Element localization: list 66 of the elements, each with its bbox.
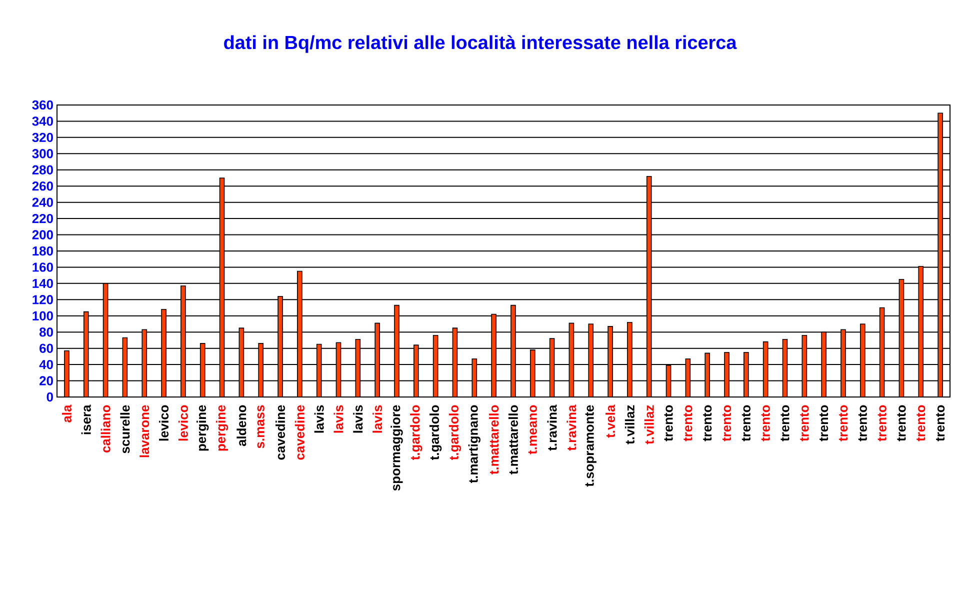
x-tick-label: trento xyxy=(897,405,906,442)
y-tick-label: 320 xyxy=(32,132,53,142)
x-tick-label: t.mattarello xyxy=(508,405,518,474)
x-tick-label: lavis xyxy=(372,405,382,433)
x-tick-label: t.sopramonte xyxy=(585,405,596,487)
y-tick-label: 200 xyxy=(32,230,53,240)
y-tick-label: 40 xyxy=(39,360,53,370)
x-tick-label: levico xyxy=(159,405,169,441)
x-tick-label: spormaggiore xyxy=(390,405,403,491)
x-tick-label: trento xyxy=(936,405,945,442)
x-tick-label: cavedine xyxy=(275,405,286,460)
y-tick-label: 80 xyxy=(39,328,53,337)
y-tick-label: 280 xyxy=(32,165,53,174)
x-tick-label: trento xyxy=(800,405,809,442)
x-tick-label: t.ravina xyxy=(566,404,576,451)
y-tick-label: 300 xyxy=(32,149,53,158)
x-tick-label: t.gardolo xyxy=(410,405,422,460)
y-tick-label: 180 xyxy=(32,246,53,256)
x-tick-label: aldeno xyxy=(236,405,246,446)
x-tick-label: trento xyxy=(878,405,886,442)
x-tick-label: cavedine xyxy=(294,405,304,460)
x-tick-label: trento xyxy=(761,405,770,442)
x-tick-label: scurelle xyxy=(120,405,130,454)
x-tick-label: trento xyxy=(742,405,750,442)
x-tick-label: trento xyxy=(722,405,732,442)
x-tick-label: t.villaz xyxy=(644,405,654,444)
x-tick-label: trento xyxy=(664,405,673,442)
x-tick-label: trento xyxy=(703,405,712,442)
x-tick-label: trento xyxy=(858,405,867,442)
y-tick-label: 340 xyxy=(32,116,53,126)
x-tick-label: trento xyxy=(780,405,790,442)
x-tick-label: t.meano xyxy=(528,405,537,454)
x-tick-label: s.mass xyxy=(257,405,264,448)
y-tick-label: 240 xyxy=(32,198,53,207)
x-tick-label: lavis xyxy=(334,405,344,433)
y-tick-label: 140 xyxy=(32,278,53,288)
x-tick-label: trento xyxy=(684,405,692,442)
x-tick-label: lavis xyxy=(314,405,324,433)
x-tick-label: lavis xyxy=(353,405,363,433)
x-tick-label: t.vela xyxy=(606,404,616,438)
x-tick-label: isera xyxy=(81,404,91,434)
x-tick-label: calliano xyxy=(100,405,110,452)
y-tick-label: 0 xyxy=(46,392,53,402)
x-tick-label: lavarone xyxy=(140,405,150,458)
y-tick-label: 220 xyxy=(32,214,53,224)
y-tick-label: 100 xyxy=(32,311,53,320)
x-tick-label: trento xyxy=(838,405,848,442)
y-tick-label: 260 xyxy=(32,182,53,191)
x-tick-label: t.mattarello xyxy=(489,405,499,474)
x-tick-label: t.gardolo xyxy=(429,405,442,460)
y-tick-label: 360 xyxy=(32,100,53,110)
y-tick-label: 60 xyxy=(40,344,53,353)
x-tick-label: ala xyxy=(62,404,72,422)
x-tick-label: levico xyxy=(178,405,188,441)
y-tick-label: 160 xyxy=(32,262,53,272)
x-tick-label: t.ravina xyxy=(547,404,557,451)
y-tick-label: 20 xyxy=(40,376,53,386)
x-tick-label: t.villaz xyxy=(624,405,634,444)
x-tick-label: t.gardolo xyxy=(448,405,462,460)
x-tick-label: trento xyxy=(916,405,926,442)
y-tick-label: 120 xyxy=(32,295,53,304)
chart-title: dati in Bq/mc relativi alle località interessate nella ricerca xyxy=(224,35,737,53)
x-tick-label: pergine xyxy=(196,405,209,451)
x-tick-label: trento xyxy=(820,405,828,442)
x-tick-label: pergine xyxy=(216,405,228,451)
x-tick-label: t.martignano xyxy=(468,405,480,484)
